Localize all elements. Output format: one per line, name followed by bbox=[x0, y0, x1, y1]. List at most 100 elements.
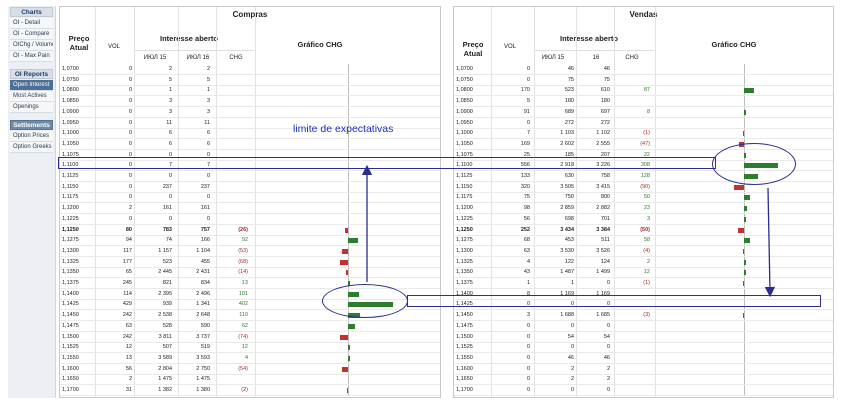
oi-col2-cell: 0 bbox=[606, 322, 610, 329]
vol-cell: 63 bbox=[125, 322, 132, 329]
table-row[interactable]: 1,1000 7 1 103 1 102 (1) bbox=[454, 128, 833, 140]
price-cell: 1,0950 bbox=[456, 119, 473, 126]
chg-bar bbox=[742, 313, 744, 319]
sidebar-header-charts[interactable]: Charts bbox=[10, 7, 53, 17]
table-row[interactable]: 1,1375 1 1 0 (1) bbox=[454, 278, 833, 289]
table-row[interactable]: 1,1650 2 1 475 1 475 bbox=[60, 374, 440, 386]
sidebar-item-oi-detail[interactable]: OI - Detail bbox=[10, 18, 53, 29]
oi-col2-cell: 3 415 bbox=[596, 183, 610, 190]
table-row[interactable]: 1,1200 98 2 859 2 882 23 bbox=[454, 203, 833, 215]
vendas-col2-header: 16 bbox=[592, 55, 600, 61]
table-row[interactable]: 1,1700 31 1 382 1 380 (2) bbox=[60, 385, 440, 396]
table-row[interactable]: 1,0750 0 75 75 bbox=[454, 75, 833, 86]
table-row[interactable]: 1,1150 320 3 505 3 415 (90) bbox=[454, 182, 833, 193]
sidebar-item-option-prices[interactable]: Option Prices bbox=[10, 131, 53, 142]
chg-cell: (1) bbox=[643, 130, 650, 137]
chg-cell: 22 bbox=[643, 151, 650, 158]
table-row[interactable]: 1,1200 2 161 161 bbox=[60, 203, 440, 215]
sidebar-item-oi-compare[interactable]: OI - Compare bbox=[10, 29, 53, 40]
sidebar-item-oi-max-pain[interactable]: OI - Max Pain bbox=[10, 51, 53, 62]
table-row[interactable]: 1,1375 245 821 834 13 bbox=[60, 278, 440, 289]
price-cell: 1,1325 bbox=[62, 258, 79, 265]
table-row[interactable]: 1,1425 0 0 0 bbox=[454, 299, 833, 311]
table-row[interactable]: 1,0950 0 11 11 bbox=[60, 118, 440, 129]
table-row[interactable]: 1,1450 3 1 688 1 685 (3) bbox=[454, 310, 833, 322]
vol-cell: 31 bbox=[125, 387, 132, 393]
table-row[interactable]: 1,0700 0 46 46 bbox=[454, 64, 833, 75]
table-row[interactable]: 1,1500 0 54 54 bbox=[454, 332, 833, 343]
table-row[interactable]: 1,1075 0 0 0 bbox=[60, 150, 440, 161]
table-row[interactable]: 1,1250 252 3 434 3 384 (50) bbox=[454, 225, 833, 236]
sidebar-item-option-greeks[interactable]: Option Greeks bbox=[10, 142, 53, 153]
price-cell: 1,1400 bbox=[456, 290, 473, 297]
table-row[interactable]: 1,1050 0 6 6 bbox=[60, 139, 440, 150]
table-row[interactable]: 1,1325 4 122 124 2 bbox=[454, 257, 833, 268]
table-row[interactable]: 1,1225 56 698 701 3 bbox=[454, 214, 833, 225]
sidebar-item-openings[interactable]: Openings bbox=[10, 102, 53, 113]
sidebar-item-oichg-volume[interactable]: OIChg / Volume bbox=[10, 40, 53, 51]
table-row[interactable]: 1,1225 0 0 0 bbox=[60, 214, 440, 225]
oi-col1-cell: 2 859 bbox=[560, 205, 574, 212]
table-row[interactable]: 1,1300 117 1 157 1 104 (53) bbox=[60, 246, 440, 257]
table-row[interactable]: 1,1525 12 507 519 12 bbox=[60, 342, 440, 354]
table-row[interactable]: 1,1275 68 453 511 58 bbox=[454, 235, 833, 247]
vol-cell: 0 bbox=[526, 365, 530, 372]
oi-col1-cell: 2 804 bbox=[158, 365, 172, 372]
table-row[interactable]: 1,1150 0 237 237 bbox=[60, 182, 440, 193]
vol-cell: 65 bbox=[125, 269, 132, 276]
price-cell: 1,1075 bbox=[456, 151, 473, 158]
table-row[interactable]: 1,1700 0 0 0 bbox=[454, 385, 833, 396]
table-row[interactable]: 1,1475 0 0 0 bbox=[454, 321, 833, 332]
compras-vol-header: VOL bbox=[107, 44, 120, 50]
table-row[interactable]: 1,0800 0 1 1 bbox=[60, 85, 440, 97]
vol-cell: 94 bbox=[125, 237, 132, 244]
table-row[interactable]: 1,0850 5 180 180 bbox=[454, 96, 833, 108]
table-row[interactable]: 1,0950 0 272 272 bbox=[454, 118, 833, 129]
table-row[interactable]: 1,0850 0 3 3 bbox=[60, 96, 440, 108]
table-row[interactable]: 1,0900 0 3 3 bbox=[60, 107, 440, 118]
table-row[interactable]: 1,1000 0 6 6 bbox=[60, 128, 440, 140]
oi-col1-cell: 3 434 bbox=[560, 226, 574, 233]
table-row[interactable]: 1,1550 13 3 589 3 593 4 bbox=[60, 353, 440, 364]
sidebar: Charts OI - Detail OI - Compare OIChg / … bbox=[8, 6, 56, 398]
table-row[interactable]: 1,1550 0 46 46 bbox=[454, 353, 833, 364]
chg-cell: (54) bbox=[238, 365, 248, 372]
table-row[interactable]: 1,0700 0 2 2 bbox=[60, 64, 440, 75]
oi-col1-cell: 528 bbox=[162, 322, 172, 329]
table-row[interactable]: 1,1175 75 750 800 50 bbox=[454, 192, 833, 204]
table-row[interactable]: 1,0900 91 689 697 8 bbox=[454, 107, 833, 118]
vol-cell: 0 bbox=[128, 140, 132, 147]
table-row[interactable]: 1,1475 63 528 590 62 bbox=[60, 321, 440, 332]
table-row[interactable]: 1,1350 43 1 487 1 499 12 bbox=[454, 267, 833, 279]
sidebar-header-settlements[interactable]: Settlements bbox=[10, 120, 53, 130]
table-row[interactable]: 1,1175 0 0 0 bbox=[60, 192, 440, 204]
oi-col1-cell: 0 bbox=[168, 151, 172, 158]
table-row[interactable]: 1,1650 0 2 2 bbox=[454, 374, 833, 386]
table-row[interactable]: 1,1275 94 74 166 92 bbox=[60, 235, 440, 247]
table-row[interactable]: 1,1500 242 3 811 3 737 (74) bbox=[60, 332, 440, 343]
table-row[interactable]: 1,0750 0 5 5 bbox=[60, 75, 440, 86]
table-row[interactable]: 1,1325 177 523 455 (68) bbox=[60, 257, 440, 268]
vol-cell: 0 bbox=[526, 387, 530, 393]
table-row[interactable]: 1,1350 65 2 445 2 431 (14) bbox=[60, 267, 440, 279]
sidebar-item-most-actives[interactable]: Most Actives bbox=[10, 91, 53, 102]
table-row[interactable]: 1,1300 63 3 530 3 526 (4) bbox=[454, 246, 833, 257]
table-row[interactable]: 1,1600 0 2 2 bbox=[454, 364, 833, 375]
sidebar-header-oi-reports[interactable]: OI Reports bbox=[10, 69, 53, 79]
price-cell: 1,1100 bbox=[456, 162, 473, 169]
table-row[interactable]: 1,1125 0 0 0 bbox=[60, 171, 440, 182]
table-row[interactable]: 1,1525 0 0 0 bbox=[454, 342, 833, 354]
oi-col2-cell: 166 bbox=[200, 237, 210, 244]
sidebar-item-open-interest[interactable]: Open Interest bbox=[10, 80, 53, 91]
table-row[interactable]: 1,1250 80 783 757 (26) bbox=[60, 225, 440, 236]
oi-col2-cell: 3 bbox=[206, 98, 210, 105]
oi-col1-cell: 2 bbox=[570, 365, 574, 372]
chg-bar bbox=[345, 227, 348, 233]
table-row[interactable]: 1,0800 170 523 610 87 bbox=[454, 85, 833, 97]
annotation-label: limite de expectativas bbox=[293, 123, 394, 135]
vendas-col1-header: ИЮЛ 15 bbox=[541, 55, 565, 61]
table-row[interactable]: 1,1100 0 7 7 bbox=[60, 160, 440, 172]
table-row[interactable]: 1,1600 56 2 804 2 750 (54) bbox=[60, 364, 440, 375]
table-row[interactable]: 1,1400 8 1 169 1 169 bbox=[454, 289, 833, 300]
